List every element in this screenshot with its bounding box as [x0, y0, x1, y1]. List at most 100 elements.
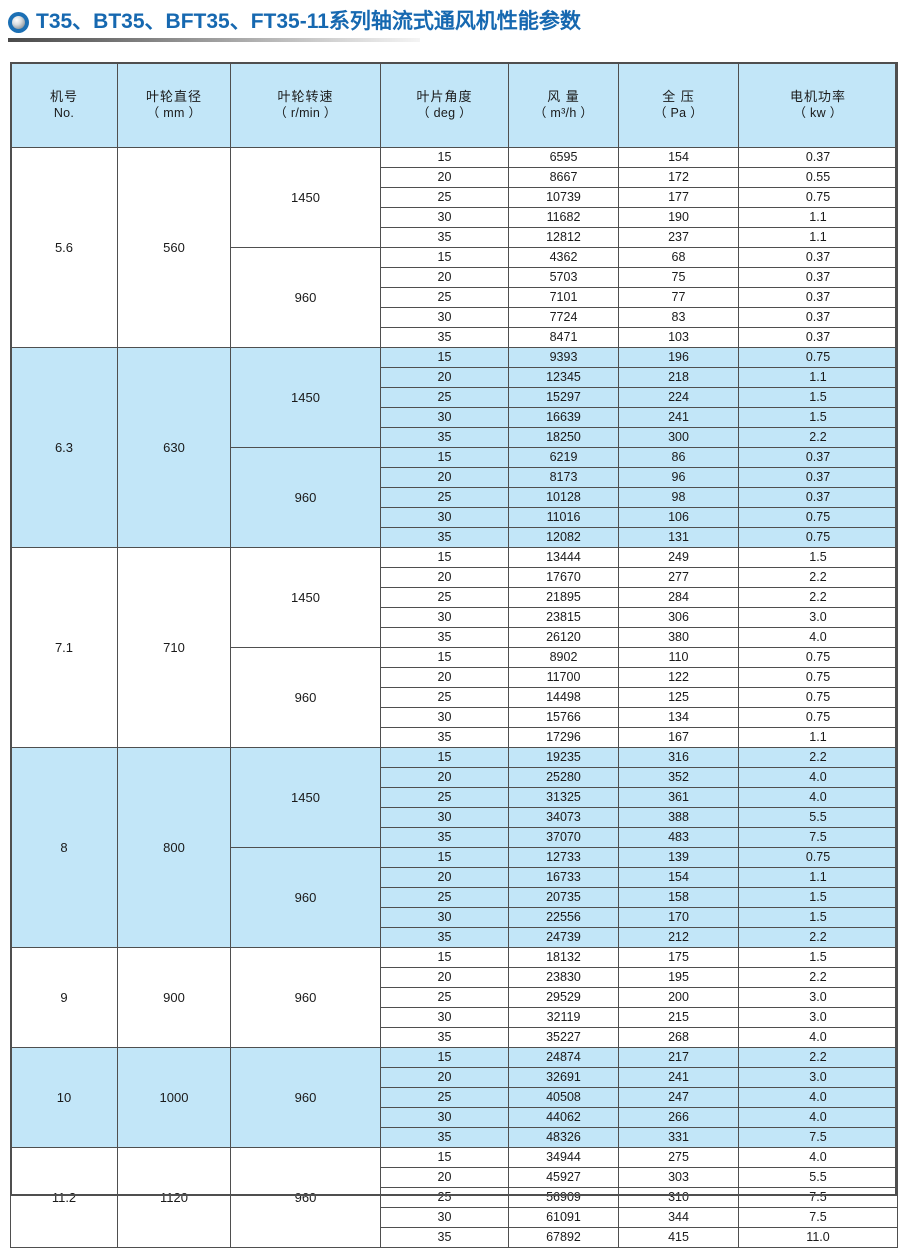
cell-air-flow: 31325	[508, 787, 619, 808]
table-row: 20 45927 303 5.5	[11, 1167, 898, 1188]
cell-blade-angle: 15	[380, 347, 509, 368]
table-row: 25 20735 158 1.5	[11, 887, 898, 908]
table-row: 30 32119 215 3.0	[11, 1007, 898, 1028]
cell-air-flow: 5703	[508, 267, 619, 288]
table-row: 35 48326 331 7.5	[11, 1127, 898, 1148]
table-row: 35 12812 237 1.1	[11, 227, 898, 248]
table-row: 35 12082 131 0.75	[11, 527, 898, 548]
cell-air-flow: 14498	[508, 687, 619, 708]
cell-air-flow: 34073	[508, 807, 619, 828]
cell-air-flow: 35227	[508, 1027, 619, 1048]
table-row: 960 15 12733 139 0.75	[11, 847, 898, 948]
cell-air-flow: 20735	[508, 887, 619, 908]
cell-motor-power: 1.1	[738, 227, 898, 248]
cell-blade-angle: 30	[380, 1107, 509, 1128]
cell-motor-power: 0.75	[738, 667, 898, 688]
cell-air-flow: 24739	[508, 927, 619, 948]
table-row: 25 10128 98 0.37	[11, 487, 898, 508]
cell-impeller-speed: 960	[230, 947, 381, 1048]
column-header-1: 叶轮直径 （ mm ）	[117, 62, 231, 148]
cell-blade-angle: 15	[380, 1047, 509, 1068]
table-row: 35 26120 380 4.0	[11, 627, 898, 648]
cell-blade-angle: 30	[380, 607, 509, 628]
table-body: 5.6 560 1450 15 6595 154 0.37 20 8667 172 0.55 25 10…	[10, 147, 898, 1248]
table-row: 30 22556 170 1.5	[11, 907, 898, 928]
cell-impeller-speed: 960	[230, 847, 381, 948]
cell-blade-angle: 20	[380, 367, 509, 388]
table-row: 6.3 630 1450 15 9393 196 0.75	[10, 347, 898, 548]
table-row: 20 25280 352 4.0	[11, 767, 898, 788]
cell-total-pressure: 77	[618, 287, 739, 308]
cell-total-pressure: 134	[618, 707, 739, 728]
cell-motor-power: 0.37	[738, 267, 898, 288]
cell-air-flow: 56909	[508, 1187, 619, 1208]
cell-air-flow: 34944	[508, 1147, 619, 1168]
cell-air-flow: 23830	[508, 967, 619, 988]
cell-blade-angle: 20	[380, 967, 509, 988]
cell-total-pressure: 172	[618, 167, 739, 188]
column-header-unit: （ mm ）	[146, 106, 202, 120]
table-row: 35 17296 167 1.1	[11, 727, 898, 748]
cell-total-pressure: 241	[618, 407, 739, 428]
cell-blade-angle: 35	[380, 227, 509, 248]
cell-motor-power: 4.0	[738, 1087, 898, 1108]
cell-motor-power: 0.37	[738, 487, 898, 508]
cell-motor-power: 1.5	[738, 947, 898, 968]
cell-motor-power: 3.0	[738, 987, 898, 1008]
cell-blade-angle: 25	[380, 287, 509, 308]
cell-total-pressure: 75	[618, 267, 739, 288]
cell-motor-power: 4.0	[738, 1027, 898, 1048]
cell-motor-power: 7.5	[738, 1187, 898, 1208]
cell-total-pressure: 110	[618, 647, 739, 668]
cell-impeller-speed: 1450	[230, 347, 381, 448]
cell-blade-angle: 15	[380, 247, 509, 268]
cell-total-pressure: 196	[618, 347, 739, 368]
cell-blade-angle: 20	[380, 267, 509, 288]
cell-blade-angle: 20	[380, 767, 509, 788]
column-header-2: 叶轮转速 （ r/min ）	[230, 62, 381, 148]
cell-total-pressure: 268	[618, 1027, 739, 1048]
cell-model-no: 7.1	[10, 547, 118, 748]
cell-total-pressure: 86	[618, 447, 739, 468]
cell-impeller-speed: 960	[230, 1047, 381, 1148]
cell-motor-power: 1.1	[738, 207, 898, 228]
cell-air-flow: 18250	[508, 427, 619, 448]
cell-blade-angle: 25	[380, 187, 509, 208]
cell-motor-power: 0.37	[738, 287, 898, 308]
cell-total-pressure: 306	[618, 607, 739, 628]
cell-impeller-speed: 1450	[230, 747, 381, 848]
title-row: T35、BT35、BFT35、FT35-11系列轴流式通风机性能参数	[8, 8, 581, 36]
cell-motor-power: 2.2	[738, 1047, 898, 1068]
cell-motor-power: 2.2	[738, 927, 898, 948]
cell-motor-power: 4.0	[738, 1147, 898, 1168]
cell-air-flow: 8173	[508, 467, 619, 488]
table-row: 20 8667 172 0.55	[11, 167, 898, 188]
table-row: 25 29529 200 3.0	[11, 987, 898, 1008]
cell-air-flow: 37070	[508, 827, 619, 848]
cell-motor-power: 0.37	[738, 447, 898, 468]
cell-motor-power: 7.5	[738, 1207, 898, 1228]
cell-total-pressure: 284	[618, 587, 739, 608]
table-row: 20 16733 154 1.1	[11, 867, 898, 888]
table-row: 20 32691 241 3.0	[11, 1067, 898, 1088]
cell-air-flow: 12733	[508, 847, 619, 868]
cell-motor-power: 0.75	[738, 507, 898, 528]
cell-air-flow: 10739	[508, 187, 619, 208]
cell-motor-power: 4.0	[738, 767, 898, 788]
column-header-cn: 机号	[49, 89, 78, 104]
cell-impeller-speed: 960	[230, 447, 381, 548]
cell-air-flow: 15766	[508, 707, 619, 728]
cell-blade-angle: 25	[380, 1187, 509, 1208]
cell-total-pressure: 218	[618, 367, 739, 388]
table-row: 5.6 560 1450 15 6595 154 0.37	[10, 147, 898, 348]
header-row: 机号 No. 叶轮直径 （ mm ） 叶轮转速 （ r/min ） 叶片角度 （ deg ） 风…	[10, 62, 898, 148]
cell-blade-angle: 25	[380, 587, 509, 608]
cell-total-pressure: 224	[618, 387, 739, 408]
cell-motor-power: 0.75	[738, 847, 898, 868]
cell-total-pressure: 103	[618, 327, 739, 348]
cell-total-pressure: 483	[618, 827, 739, 848]
cell-blade-angle: 30	[380, 807, 509, 828]
cell-total-pressure: 154	[618, 867, 739, 888]
cell-total-pressure: 388	[618, 807, 739, 828]
cell-total-pressure: 106	[618, 507, 739, 528]
